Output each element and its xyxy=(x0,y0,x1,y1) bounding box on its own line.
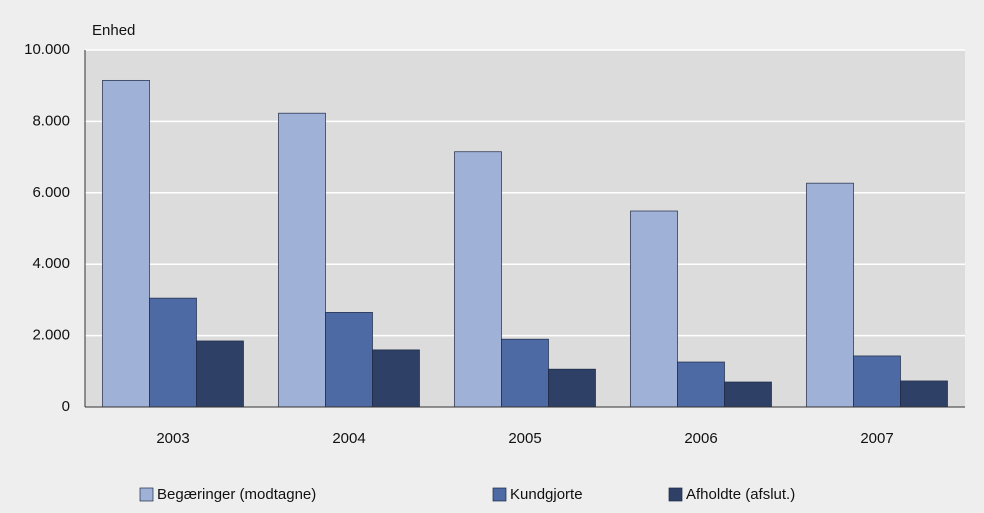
bar xyxy=(454,151,502,408)
bar xyxy=(630,210,678,408)
x-tick-label: 2006 xyxy=(684,430,717,447)
bar xyxy=(102,79,150,408)
bar xyxy=(677,361,725,408)
legend-label: Begæringer (modtagne) xyxy=(157,486,316,503)
x-tick-label: 2004 xyxy=(332,430,365,447)
y-tick-label: 10.000 xyxy=(24,41,70,58)
legend-label: Kundgjorte xyxy=(510,486,583,503)
bar xyxy=(806,182,854,408)
y-tick-label: 8.000 xyxy=(32,112,70,129)
axis-label: Enhed xyxy=(92,22,135,39)
legend-swatch xyxy=(139,487,154,502)
bar xyxy=(548,368,596,408)
legend-swatch xyxy=(668,487,683,502)
bar xyxy=(501,338,549,408)
x-tick-label: 2003 xyxy=(156,430,189,447)
bar xyxy=(325,312,373,408)
bar xyxy=(372,349,420,408)
legend-label: Afholdte (afslut.) xyxy=(686,486,795,503)
legend-swatch xyxy=(492,487,507,502)
bar xyxy=(900,380,948,408)
bar xyxy=(853,355,901,408)
y-tick-label: 0 xyxy=(62,398,70,415)
bar xyxy=(196,340,244,408)
bar xyxy=(149,297,197,408)
y-tick-label: 2.000 xyxy=(32,327,70,344)
x-tick-label: 2007 xyxy=(860,430,893,447)
bar xyxy=(278,112,326,408)
x-tick-label: 2005 xyxy=(508,430,541,447)
y-tick-label: 4.000 xyxy=(32,255,70,272)
y-tick-label: 6.000 xyxy=(32,184,70,201)
bar xyxy=(724,381,772,408)
